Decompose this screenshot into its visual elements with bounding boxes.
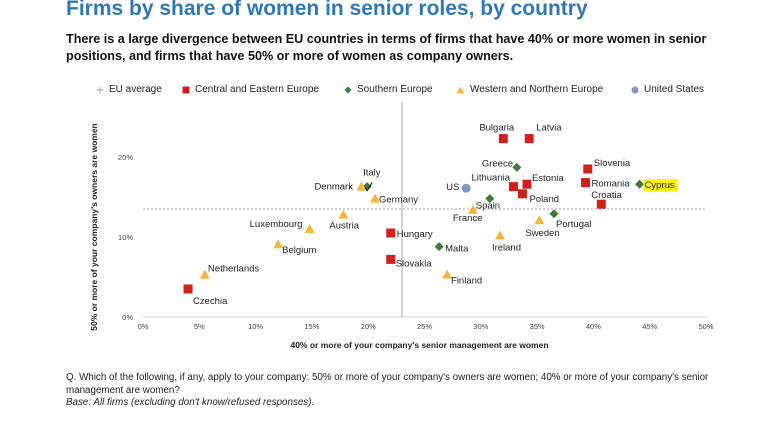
x-tick-label: 35% — [530, 322, 545, 331]
x-axis-label: 40% or more of your company's senior man… — [290, 340, 548, 350]
legend-item-eu-average: EU average — [96, 84, 162, 95]
point-poland — [517, 189, 527, 199]
point-label-ireland: Ireland — [492, 242, 521, 253]
point-label-portugal: Portugal — [556, 219, 591, 230]
point-france — [467, 204, 478, 214]
x-tick-label: 50% — [698, 322, 713, 331]
point-label-france: France — [453, 213, 483, 224]
point-label-denmark: Denmark — [314, 182, 353, 193]
point-label-netherlands: Netherlands — [208, 264, 259, 275]
point-label-malta: Malta — [445, 244, 469, 255]
point-romania — [581, 178, 591, 188]
point-label-belgium: Belgium — [282, 245, 316, 256]
legend-label: Central and Eastern Europe — [195, 84, 319, 95]
point-czechia — [183, 284, 193, 294]
point-belgium — [273, 239, 284, 249]
legend-label: EU average — [109, 84, 162, 95]
point-label-slovenia: Slovenia — [594, 158, 631, 169]
x-tick-label: 40% — [586, 322, 601, 331]
question-text: Q. Which of the following, if any, apply… — [66, 372, 709, 396]
x-tick-label: 30% — [473, 322, 488, 331]
point-finland — [442, 269, 453, 279]
point-us — [461, 183, 471, 193]
point-label-romania: Romania — [592, 179, 631, 190]
point-latvia — [524, 134, 534, 144]
point-italy — [362, 182, 372, 192]
point-label-croatia: Croatia — [591, 190, 622, 201]
point-label-slovakia: Slovakia — [396, 258, 433, 269]
point-label-sweden: Sweden — [525, 228, 559, 239]
point-malta — [434, 242, 444, 252]
point-ireland — [494, 230, 505, 240]
chart-legend: EU average Central and Eastern Europe So… — [0, 84, 772, 100]
point-label-germany: Germany — [379, 195, 418, 206]
point-label-estonia: Estonia — [532, 173, 564, 184]
highlight-cyprus — [643, 179, 678, 192]
legend-item-western-northern-europe: Western and Northern Europe — [456, 84, 603, 95]
point-label-greece: Greece — [482, 158, 513, 169]
point-hungary — [386, 228, 396, 238]
legend-label: Western and Northern Europe — [470, 84, 604, 95]
y-tick-label: 0% — [122, 313, 133, 322]
point-denmark — [356, 181, 367, 191]
point-label-spain: Spain — [476, 201, 500, 212]
point-label-finland: Finland — [451, 276, 482, 287]
point-bulgaria — [498, 134, 508, 144]
point-label-cyprus: Cyprus — [645, 180, 675, 191]
point-germany — [369, 193, 380, 203]
point-label-bulgaria: Bulgaria — [479, 123, 515, 134]
diamond-marker-icon — [344, 86, 352, 93]
base-note: Base: All firms (excluding don't know/re… — [66, 397, 315, 408]
point-label-luxembourg: Luxembourg — [250, 219, 303, 230]
checkmark-icon — [364, 182, 373, 192]
chart-title: Firms by share of women in senior roles,… — [66, 0, 588, 20]
point-label-italy: Italy — [363, 168, 381, 179]
point-greece — [512, 162, 522, 172]
point-label-lithuania: Lithuania — [471, 173, 510, 184]
legend-label: United States — [644, 84, 705, 95]
legend-item-central-eastern-europe: Central and Eastern Europe — [182, 84, 319, 95]
point-estonia — [522, 179, 532, 189]
x-tick-label: 25% — [417, 322, 432, 331]
y-axis-label: 50% or more of your company's owners are… — [89, 123, 99, 331]
point-portugal — [549, 209, 559, 219]
y-tick-label: 20% — [118, 153, 133, 162]
x-tick-label: 5% — [194, 322, 205, 331]
point-label-austria: Austria — [329, 221, 359, 232]
point-slovenia — [583, 164, 593, 174]
legend-label: Southern Europe — [357, 84, 433, 95]
triangle-marker-icon — [456, 86, 465, 93]
legend-item-united-states: United States — [631, 84, 704, 95]
point-spain — [485, 194, 495, 204]
point-netherlands — [199, 269, 210, 279]
x-tick-label: 0% — [138, 322, 149, 331]
square-marker-icon — [182, 86, 190, 93]
point-austria — [338, 209, 349, 219]
point-luxembourg — [304, 224, 315, 233]
point-slovakia — [386, 254, 396, 264]
point-croatia — [596, 199, 606, 209]
point-label-poland: Poland — [529, 194, 559, 205]
point-label-us: US — [446, 182, 459, 193]
point-label-latvia: Latvia — [536, 123, 562, 134]
chart-footer: Q. Which of the following, if any, apply… — [66, 372, 756, 410]
point-label-hungary: Hungary — [397, 229, 433, 240]
point-lithuania — [508, 182, 518, 192]
legend-item-southern-europe: Southern Europe — [344, 84, 433, 95]
y-tick-label: 10% — [118, 233, 133, 242]
scatter-chart: 0% 5% 10% 15% 20% 25% 30% 35% 40% 45% 50% 0% 10% 20% 4… — [89, 102, 714, 350]
x-tick-label: 45% — [642, 322, 657, 331]
circle-marker-icon — [631, 86, 639, 93]
plus-marker-icon — [96, 86, 104, 93]
point-cyprus — [635, 179, 645, 189]
x-tick-label: 15% — [304, 322, 319, 331]
x-tick-label: 20% — [361, 322, 376, 331]
x-tick-label: 10% — [248, 322, 263, 331]
point-label-czechia: Czechia — [193, 296, 228, 307]
chart-subtitle: There is a large divergence between EU c… — [66, 32, 707, 63]
point-sweden — [534, 215, 545, 225]
